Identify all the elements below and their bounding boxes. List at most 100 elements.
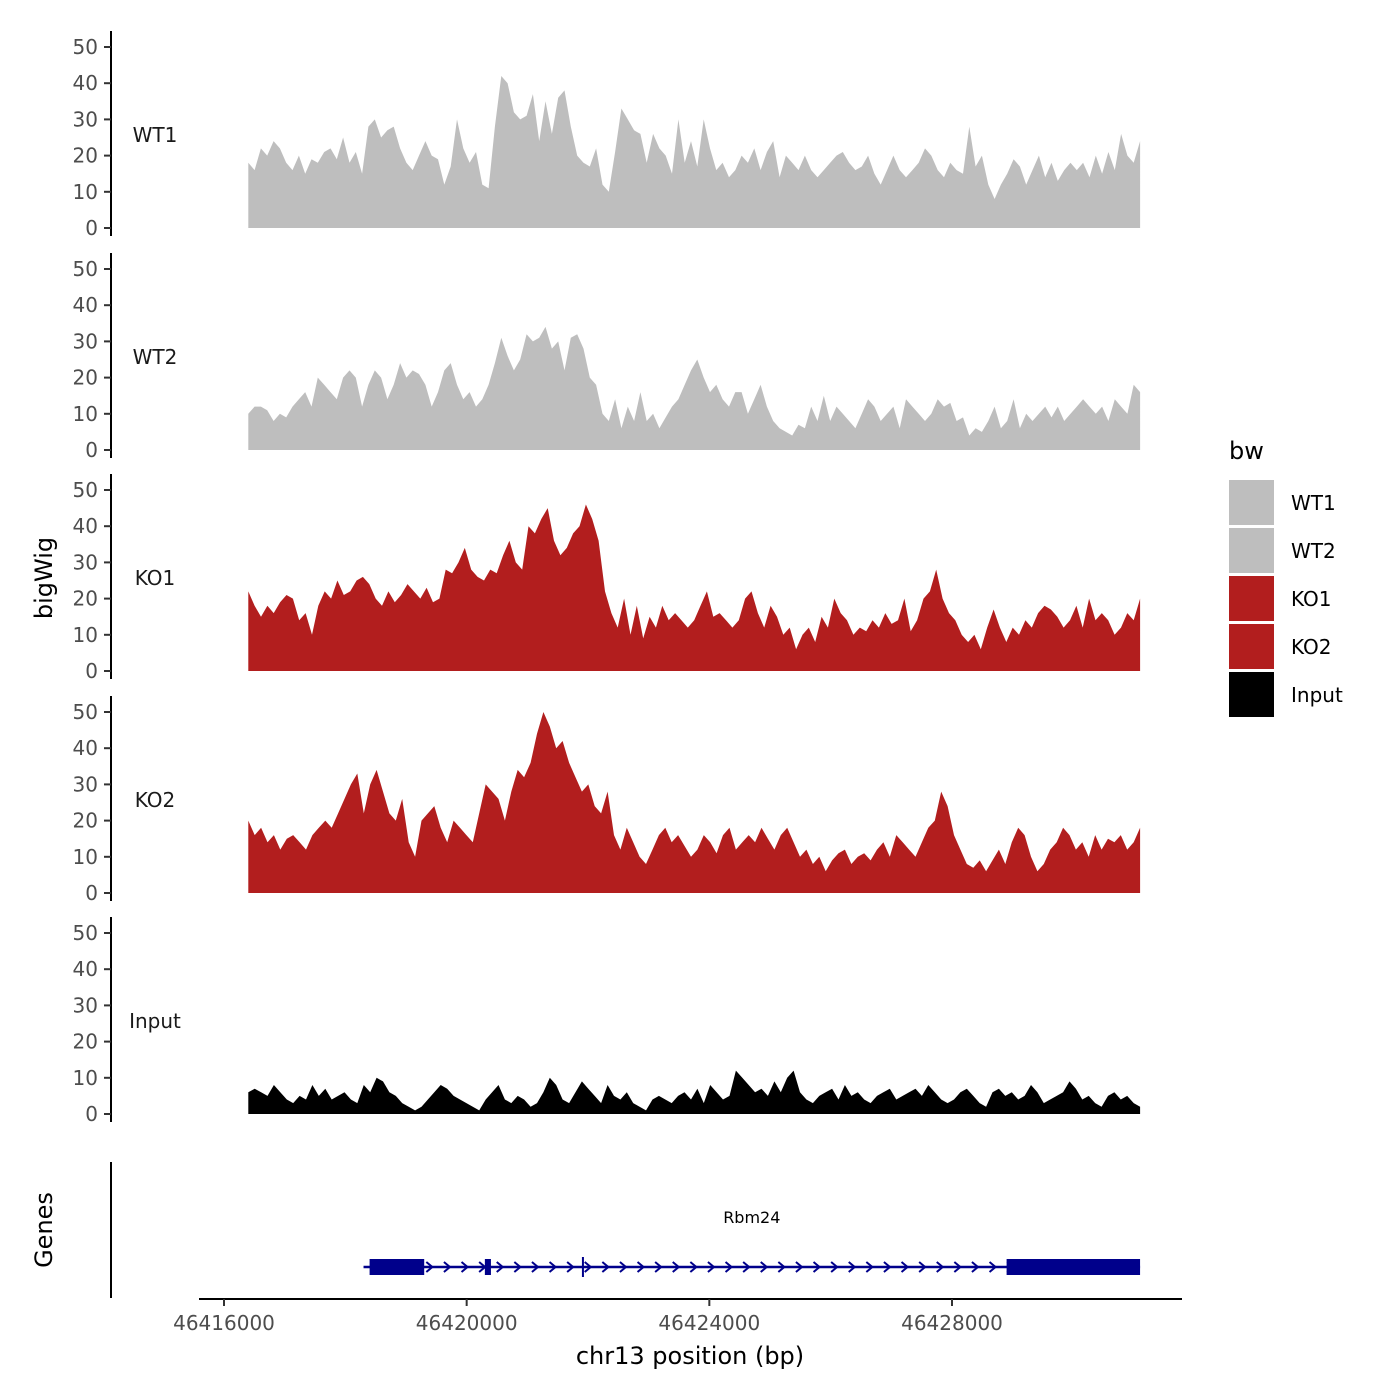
track-input: 0 10 20 30 40 50 Input [73,917,1141,1126]
strand-arrow-22 [760,1261,769,1273]
strand-arrow-24 [795,1261,804,1273]
legend-swatch-wt2 [1229,528,1274,573]
y-tick-label-ko1-30: 30 [73,550,98,574]
y-tick-label-wt2-0: 0 [85,438,98,462]
y-tick-label-ko1-10: 10 [73,623,98,647]
coverage-area-wt2 [248,326,1141,450]
y-tick-label-wt2-10: 10 [73,402,98,426]
strand-arrow-12 [584,1261,593,1273]
legend-swatch-wt1 [1229,480,1274,525]
track-ko2: 0 10 20 30 40 50 KO2 [73,696,1141,905]
genes-panel: Genes Rbm24 [30,1162,1141,1298]
y-tick-label-ko1-50: 50 [73,478,98,502]
strand-arrow-30 [900,1261,910,1273]
coverage-area-ko2 [248,712,1141,893]
strand-arrow-21 [742,1261,751,1273]
strand-arrow-32 [936,1261,945,1273]
track-label-wt1: WT1 [133,123,178,147]
x-tick-label-46416000: 46416000 [173,1311,275,1335]
x-tick-label-46420000: 46420000 [416,1311,518,1335]
strand-arrow-9 [531,1261,540,1273]
x-axis: 46416000 46420000 46424000 46428000 chr13 p… [173,1298,1182,1370]
y-axis-title: bigWig [30,537,58,619]
strand-arrow-26 [830,1261,839,1273]
legend-swatch-ko2 [1229,624,1274,669]
track-wt2: 0 10 20 30 40 50 WT2 [73,253,1141,462]
legend-label-input: Input [1291,683,1343,707]
y-tick-label-ko2-0: 0 [85,881,98,905]
y-tick-label-ko2-40: 40 [73,736,98,760]
tracks-layer: 0 10 20 30 40 50 WT1 0 10 20 30 40 50 WT2 0 10 20 30 40 50 K… [73,31,1141,1126]
strand-arrow-3 [425,1261,434,1273]
legend-title: bw [1229,437,1264,465]
y-tick-label-wt1-40: 40 [73,71,98,95]
x-tick-label-46424000: 46424000 [658,1311,760,1335]
legend-label-ko1: KO1 [1291,587,1332,611]
y-tick-label-input-0: 0 [85,1102,98,1126]
track-ko1: 0 10 20 30 40 50 KO1 [73,474,1141,683]
strand-arrow-27 [848,1261,857,1273]
strand-arrow-20 [724,1261,734,1273]
y-tick-label-input-20: 20 [73,1030,98,1054]
y-tick-label-wt2-30: 30 [73,329,98,353]
gene-exon-2 [484,1259,491,1275]
strand-arrow-25 [812,1261,822,1273]
y-tick-label-ko2-50: 50 [73,700,98,724]
strand-arrow-14 [619,1261,628,1273]
gene-exon-3 [581,1257,584,1277]
strand-arrow-15 [636,1261,646,1273]
track-label-input: Input [129,1009,181,1033]
x-axis-ticks: 46416000 46420000 46424000 46428000 [173,1299,1003,1335]
x-tick-label-46428000: 46428000 [901,1311,1003,1335]
strand-arrow-13 [601,1261,610,1273]
strand-arrow-10 [548,1261,558,1273]
legend-label-wt1: WT1 [1291,491,1336,515]
legend-label-ko2: KO2 [1291,635,1332,659]
coverage-area-input [248,1070,1141,1114]
strand-arrow-31 [918,1261,927,1273]
strand-arrow-16 [654,1261,663,1273]
y-tick-label-ko1-20: 20 [73,587,98,611]
x-axis-title: chr13 position (bp) [576,1342,804,1370]
strand-arrow-11 [566,1261,575,1273]
strand-arrow-29 [883,1261,892,1273]
track-label-wt2: WT2 [133,345,178,369]
y-tick-label-ko2-20: 20 [73,809,98,833]
genes-panel-title: Genes [30,1192,58,1268]
gene-model [363,1257,1141,1277]
gene-exon-4 [1006,1259,1141,1275]
y-tick-label-input-30: 30 [73,993,98,1017]
strand-arrow-28 [865,1261,874,1273]
strand-arrow-18 [689,1261,698,1273]
y-tick-label-wt2-40: 40 [73,293,98,317]
strand-arrow-17 [672,1261,681,1273]
y-tick-label-ko2-30: 30 [73,772,98,796]
strand-arrow-4 [443,1261,452,1273]
strand-arrow-19 [707,1261,716,1273]
track-label-ko1: KO1 [135,566,176,590]
track-wt1: 0 10 20 30 40 50 WT1 [73,31,1141,240]
legend-swatch-input [1229,672,1274,717]
gene-exon-1 [369,1259,425,1275]
y-tick-label-ko2-10: 10 [73,845,98,869]
y-tick-label-ko1-40: 40 [73,514,98,538]
y-tick-label-wt2-50: 50 [73,257,98,281]
legend-entries: WT1 WT2 KO1 KO2 Input [1229,480,1343,717]
y-tick-label-wt1-20: 20 [73,144,98,168]
strand-arrow-8 [513,1261,522,1273]
strand-arrow-33 [953,1261,962,1273]
coverage-area-ko1 [248,504,1141,671]
strand-arrow-34 [971,1261,980,1273]
gene-name-label: Rbm24 [723,1208,780,1227]
strand-arrow-35 [988,1261,998,1273]
y-tick-label-input-10: 10 [73,1066,98,1090]
y-tick-label-wt1-0: 0 [85,216,98,240]
legend-label-wt2: WT2 [1291,539,1336,563]
track-label-ko2: KO2 [135,788,176,812]
y-tick-label-wt1-10: 10 [73,180,98,204]
legend: bw WT1 WT2 KO1 KO2 Input [1229,437,1343,717]
strand-arrow-23 [777,1261,786,1273]
strand-arrow-7 [496,1261,505,1273]
y-tick-label-input-40: 40 [73,957,98,981]
